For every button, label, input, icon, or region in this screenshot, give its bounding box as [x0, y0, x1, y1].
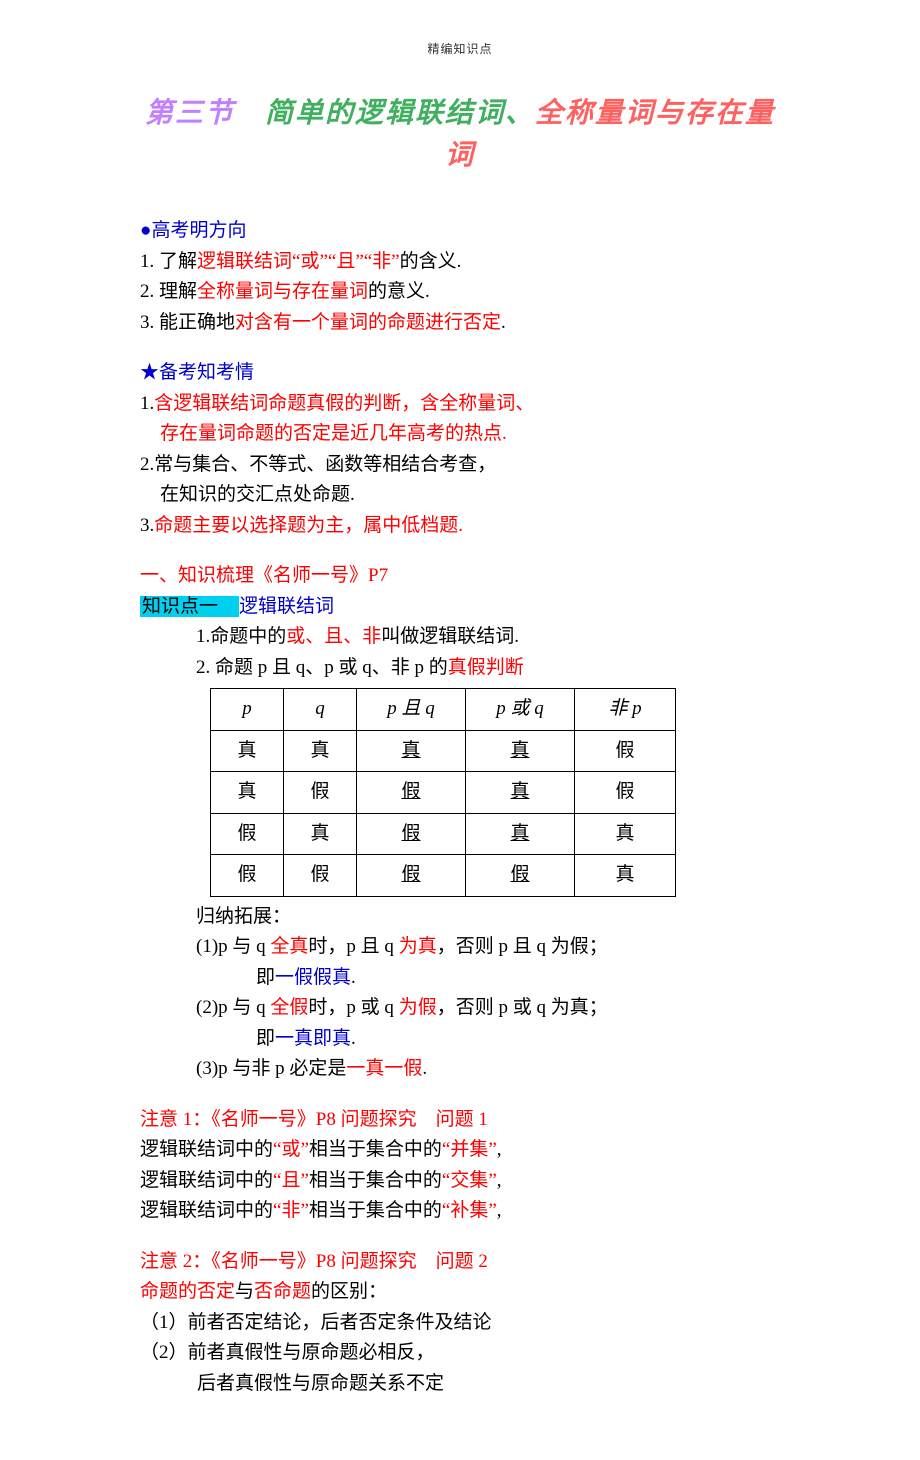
kp1-l2b: 真假判断 [448, 657, 524, 678]
kp1-line2: 2. 命题 p 且 q、p 或 q、非 p 的真假判断 [140, 654, 780, 683]
t: , [497, 1170, 502, 1191]
gaokao-line: 2. 理解全称量词与存在量词的意义. [140, 278, 780, 307]
guina-line: (1)p 与 q 全真时，p 且 q 为真，否则 p 且 q 为假； [196, 933, 780, 962]
guina-list: (1)p 与 q 全真时，p 且 q 为真，否则 p 且 q 为假；即一假假真.… [140, 933, 780, 1084]
kp1-l1a: 1.命题中的 [196, 626, 286, 647]
note1-line2: 逻辑联结词中的“且”相当于集合中的“交集”, [140, 1167, 780, 1196]
t: “非” [273, 1200, 309, 1221]
t: 逻辑联结词中的 [140, 1170, 273, 1191]
title-part-1: 第三节 [145, 98, 235, 129]
kp1-title: 逻辑联结词 [239, 596, 334, 617]
note2-line1: （1）前者否定结论，后者否定条件及结论 [140, 1309, 780, 1338]
beikao-line: 在知识的交汇点处命题. [140, 481, 780, 510]
kp1-line1: 1.命题中的或、且、非叫做逻辑联结词. [140, 623, 780, 652]
t: 否命题 [254, 1281, 311, 1302]
document-title: 第三节 简单的逻辑联结词、全称量词与存在量词 [140, 93, 780, 177]
kp1-l1c: 叫做逻辑联结词. [381, 626, 519, 647]
t: 相当于集合中的 [309, 1170, 442, 1191]
beikao-line: 1.含逻辑联结词命题真假的判断，含全称量词、 [140, 390, 780, 419]
gaokao-list: 1. 了解逻辑联结词“或”“且”“非”的含义.2. 理解全称量词与存在量词的意义… [140, 248, 780, 338]
page: 精编知识点 第三节 简单的逻辑联结词、全称量词与存在量词 ●高考明方向 1. 了… [0, 0, 920, 1460]
t: “并集” [442, 1139, 497, 1160]
t: “且” [273, 1170, 309, 1191]
kp1-heading: 知识点一 逻辑联结词 [140, 593, 780, 622]
note2-heading: 注意 2：《名师一号》P8 问题探究 问题 2 [140, 1248, 780, 1277]
gaokao-heading: ●高考明方向 [140, 217, 780, 246]
guina-line: (2)p 与 q 全假时，p 或 q 为假，否则 p 或 q 为真； [196, 994, 780, 1023]
t: “补集” [442, 1200, 497, 1221]
t: 与 [235, 1281, 254, 1302]
beikao-heading: ★备考知考情 [140, 359, 780, 388]
t: 命题的否定 [140, 1281, 235, 1302]
t: “交集” [442, 1170, 497, 1191]
note2-line2: （2）前者真假性与原命题必相反， [140, 1339, 780, 1368]
note2-line3: 后者真假性与原命题关系不定 [140, 1370, 780, 1399]
note1-line3: 逻辑联结词中的“非”相当于集合中的“补集”, [140, 1197, 780, 1226]
t: , [497, 1200, 502, 1221]
gaokao-line: 1. 了解逻辑联结词“或”“且”“非”的含义. [140, 248, 780, 277]
beikao-line: 2.常与集合、不等式、函数等相结合考查， [140, 451, 780, 480]
guina-heading: 归纳拓展： [140, 903, 780, 932]
note2-line0: 命题的否定与否命题的区别： [140, 1278, 780, 1307]
page-header-small: 精编知识点 [140, 40, 780, 58]
note1-heading: 注意 1：《名师一号》P8 问题探究 问题 1 [140, 1106, 780, 1135]
t: 相当于集合中的 [309, 1200, 442, 1221]
shuli-heading: 一、知识梳理《名师一号》P7 [140, 562, 780, 591]
title-part-2: 简单的逻辑联结词、 [235, 98, 535, 129]
guina-line: 即一假假真. [196, 964, 780, 993]
kp1-label: 知识点一 [140, 596, 239, 617]
note1-line1: 逻辑联结词中的“或”相当于集合中的“并集”, [140, 1136, 780, 1165]
guina-line: (3)p 与非 p 必定是一真一假. [196, 1055, 780, 1084]
t: 的区别： [311, 1281, 387, 1302]
gaokao-line: 3. 能正确地对含有一个量词的命题进行否定. [140, 309, 780, 338]
t: “或” [273, 1139, 309, 1160]
beikao-line: 存在量词命题的否定是近几年高考的热点. [140, 420, 780, 449]
t: 逻辑联结词中的 [140, 1139, 273, 1160]
beikao-line: 3.命题主要以选择题为主，属中低档题. [140, 512, 780, 541]
guina-line: 即一真即真. [196, 1025, 780, 1054]
t: 相当于集合中的 [309, 1139, 442, 1160]
kp1-l1b: 或、且、非 [286, 626, 381, 647]
t: , [497, 1139, 502, 1160]
beikao-list: 1.含逻辑联结词命题真假的判断，含全称量词、存在量词命题的否定是近几年高考的热点… [140, 390, 780, 541]
kp1-l2a: 2. 命题 p 且 q、p 或 q、非 p 的 [196, 657, 448, 678]
t: 逻辑联结词中的 [140, 1200, 273, 1221]
truth-table: pqp 且 qp 或 q非 p真真真真假真假假真假假真假真真假假假假真 [210, 688, 676, 897]
